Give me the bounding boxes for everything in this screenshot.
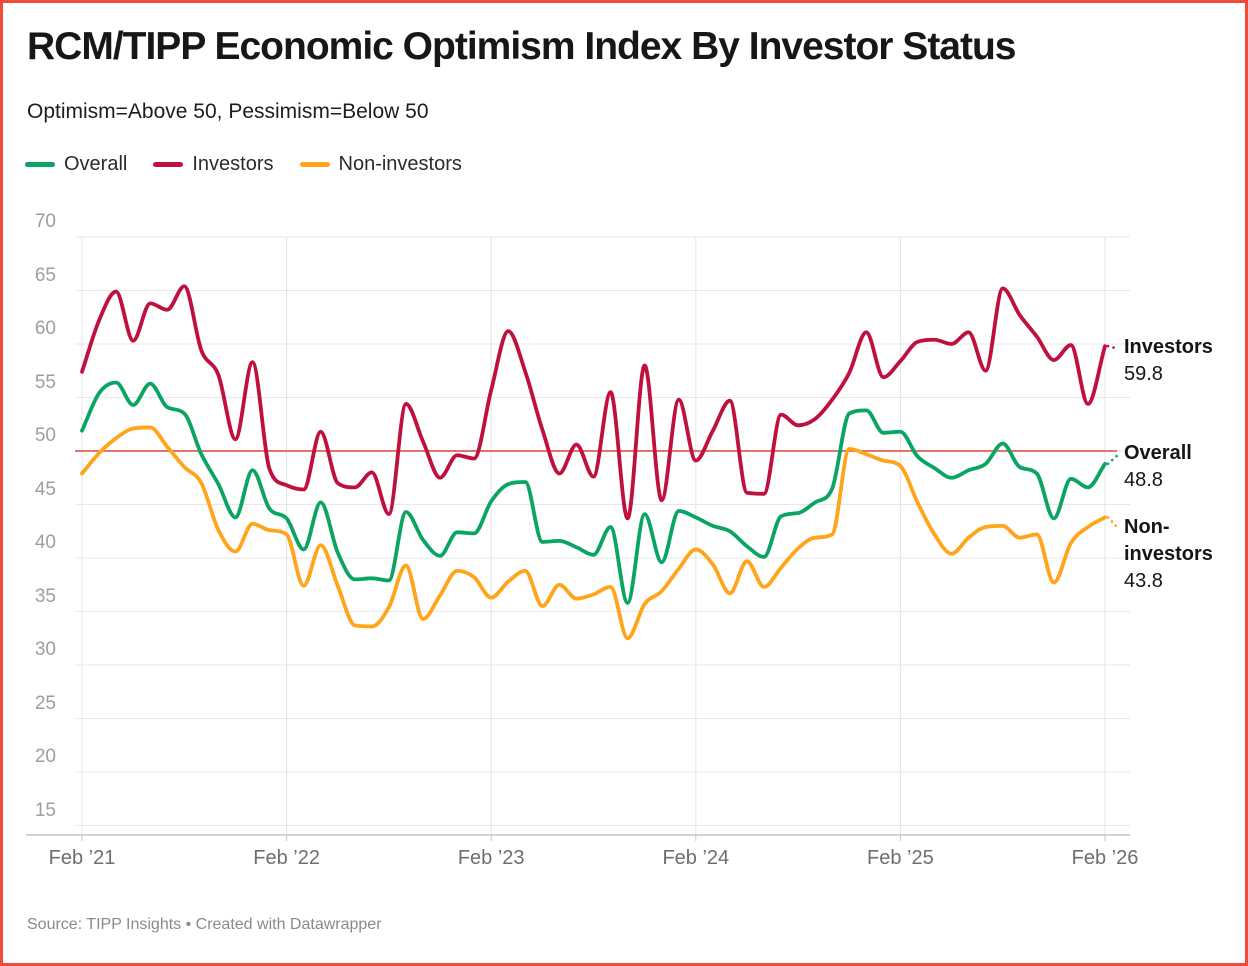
y-tick-label-60: 60 — [34, 318, 56, 339]
series-end-name: Non-investors — [1124, 516, 1213, 565]
legend: Overall Investors Non-investors — [25, 153, 462, 176]
legend-item-overall: Overall — [25, 153, 127, 176]
series-end-name: Overall — [1124, 442, 1192, 464]
page-subtitle: Optimism=Above 50, Pessimism=Below 50 — [27, 100, 429, 123]
series-end-label-overall: Overall 48.8 — [1124, 440, 1224, 494]
source-note: Source: TIPP Insights • Created with Dat… — [27, 916, 382, 933]
legend-item-non-investors: Non-investors — [299, 153, 462, 176]
end-connector-non-investors — [1106, 516, 1121, 531]
series-line-non-investors — [80, 425, 1107, 641]
end-connector-investors — [1106, 344, 1121, 351]
y-tick-label-20: 20 — [34, 746, 56, 767]
series-end-label-non-investors: Non-investors 43.8 — [1124, 514, 1224, 595]
y-tick-label-45: 45 — [34, 478, 56, 500]
y-tick-label-25: 25 — [34, 692, 56, 714]
legend-swatch-non-investors — [299, 162, 330, 167]
legend-label-non-investors: Non-investors — [338, 153, 462, 175]
series-end-value: 48.8 — [1124, 469, 1163, 491]
x-tick-label-3: Feb ’23 — [457, 847, 525, 869]
series-line-investors — [80, 284, 1107, 521]
x-tick-label-1: Feb ’21 — [48, 847, 116, 869]
y-tick-label-30: 30 — [34, 639, 56, 660]
legend-item-investors: Investors — [153, 153, 274, 176]
y-tick-label-35: 35 — [34, 585, 56, 607]
legend-label-investors: Investors — [192, 153, 274, 175]
series-end-name: Investors — [1124, 336, 1213, 358]
legend-swatch-investors — [153, 162, 184, 167]
series-end-value: 59.8 — [1124, 363, 1163, 385]
y-tick-label-40: 40 — [34, 532, 56, 553]
y-tick-label-15: 15 — [34, 799, 56, 821]
x-tick-label-5: Feb ’25 — [867, 847, 934, 869]
y-tick-label-70: 70 — [34, 211, 56, 232]
series-end-value: 43.8 — [1124, 570, 1163, 592]
x-tick-label-4: Feb ’24 — [662, 847, 730, 869]
y-tick-label-50: 50 — [34, 425, 56, 446]
legend-swatch-overall — [25, 162, 55, 167]
legend-label-overall: Overall — [64, 153, 128, 175]
y-tick-label-65: 65 — [34, 264, 56, 286]
end-connector-overall — [1106, 452, 1121, 466]
series-end-label-investors: Investors 59.8 — [1124, 334, 1224, 388]
y-tick-label-55: 55 — [34, 371, 56, 393]
x-tick-label-6: Feb ’26 — [1071, 847, 1139, 869]
series-line-overall — [80, 380, 1107, 605]
page-title: RCM/TIPP Economic Optimism Index By Inve… — [27, 25, 1017, 68]
x-tick-label-2: Feb ’22 — [253, 847, 320, 869]
